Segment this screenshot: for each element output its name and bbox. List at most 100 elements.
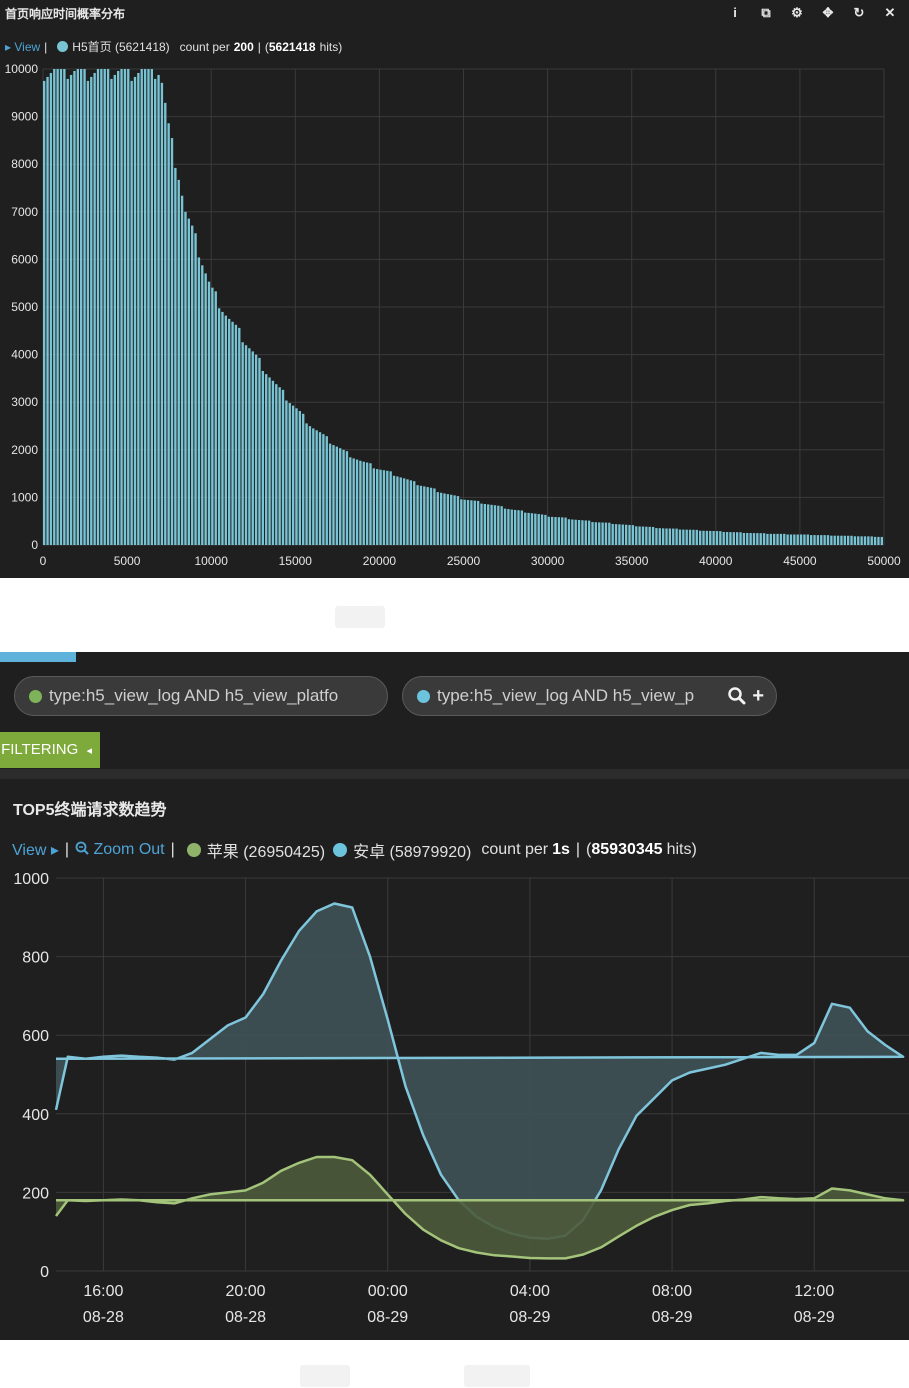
- view-menu-link[interactable]: ▸ View: [5, 39, 41, 54]
- histogram-bar: [756, 533, 759, 545]
- histogram-bar: [127, 69, 130, 545]
- histogram-bar: [244, 345, 248, 545]
- histogram-bar: [567, 519, 571, 545]
- histogram-bar: [793, 534, 796, 545]
- view-menu-link[interactable]: View ▸: [12, 842, 59, 859]
- histogram-bar: [396, 476, 399, 545]
- histogram-bar: [217, 308, 221, 545]
- histogram-chart[interactable]: 0100020003000400050006000700080009000100…: [0, 0, 909, 578]
- x-tick-date-label: 08-29: [367, 1309, 408, 1326]
- add-query-icon[interactable]: +: [752, 685, 764, 707]
- move-icon[interactable]: ✥: [822, 5, 834, 20]
- histogram-bar: [254, 354, 258, 545]
- histogram-bar: [251, 351, 254, 545]
- histogram-bar: [63, 69, 66, 545]
- total-hits: 85930345: [591, 841, 663, 858]
- histogram-bar: [880, 536, 883, 545]
- histogram-bar: [863, 536, 867, 545]
- histogram-bar: [732, 532, 735, 545]
- histogram-bar: [719, 531, 722, 545]
- histogram-bar: [258, 357, 261, 545]
- histogram-bar: [211, 287, 214, 545]
- histogram-bar: [507, 509, 510, 545]
- total-suffix: hits): [319, 39, 343, 54]
- y-tick-label: 8000: [11, 157, 38, 171]
- histogram-bar: [746, 532, 749, 545]
- histogram-bar: [668, 528, 672, 545]
- histogram-bar: [473, 500, 476, 545]
- histogram-bar: [873, 536, 877, 545]
- interval-value: 1s: [552, 841, 570, 858]
- histogram-bar: [611, 523, 614, 545]
- histogram-bar: [265, 374, 268, 545]
- histogram-bar: [776, 533, 779, 545]
- histogram-bar: [641, 526, 645, 545]
- histogram-bar: [170, 138, 174, 545]
- histogram-bar: [725, 532, 729, 545]
- y-tick-label: 600: [22, 1028, 49, 1045]
- histogram-bar: [470, 500, 473, 545]
- histogram-bar: [587, 520, 591, 545]
- histogram-bar: [436, 492, 439, 545]
- histogram-bar: [154, 78, 157, 546]
- info-icon[interactable]: i: [733, 5, 737, 20]
- histogram-bar: [517, 510, 520, 545]
- histogram-bar: [43, 80, 46, 546]
- histogram-bar: [197, 257, 201, 545]
- histogram-bar: [614, 524, 618, 545]
- histogram-bar: [799, 534, 803, 545]
- x-tick-label: 04:00: [510, 1283, 550, 1300]
- histogram-bar: [816, 535, 820, 545]
- histogram-bar: [86, 80, 90, 546]
- histogram-bar: [191, 225, 194, 545]
- x-tick-date-label: 08-28: [225, 1309, 266, 1326]
- histogram-bar: [550, 516, 554, 545]
- histogram-bar: [231, 321, 234, 545]
- query-pill-android[interactable]: type:h5_view_log AND h5_view_p +: [402, 676, 777, 716]
- histogram-bar: [187, 218, 191, 545]
- trend-chart[interactable]: 0 200 400 600 800 1000 16:00 08-28 20:00 08-28 00:…: [0, 652, 909, 1340]
- duplicate-icon[interactable]: ⧉: [761, 5, 771, 20]
- histogram-bar: [628, 524, 631, 545]
- apple-series-area: [56, 1157, 904, 1271]
- histogram-bar: [846, 535, 850, 545]
- histogram-bar: [285, 400, 288, 545]
- gear-icon[interactable]: ⚙: [791, 5, 803, 20]
- search-icon[interactable]: [728, 677, 746, 715]
- histogram-bar: [167, 123, 170, 545]
- histogram-bar: [59, 69, 63, 545]
- histogram-bar: [56, 69, 59, 545]
- query-color-dot-icon[interactable]: [29, 690, 42, 703]
- android-series-dot-icon[interactable]: [333, 843, 348, 857]
- histogram-bar: [806, 534, 809, 545]
- histogram-bar: [76, 69, 79, 545]
- histogram-bar: [335, 446, 339, 545]
- query-color-dot-icon[interactable]: [417, 690, 430, 703]
- histogram-bar: [722, 531, 725, 545]
- query-pill-apple[interactable]: type:h5_view_log AND h5_view_platfo: [14, 676, 388, 716]
- histogram-bar: [184, 211, 187, 546]
- close-icon[interactable]: ✕: [884, 5, 896, 20]
- histogram-bar: [342, 449, 345, 545]
- histogram-bar: [487, 504, 490, 545]
- series-label: H5首页 (5621418): [72, 40, 170, 54]
- histogram-bar: [120, 69, 123, 545]
- refresh-icon[interactable]: ↻: [853, 5, 865, 20]
- histogram-bar: [544, 514, 547, 545]
- histogram-bar: [527, 512, 530, 545]
- histogram-bar: [315, 430, 318, 545]
- histogram-bar: [709, 530, 712, 545]
- y-tick-label: 10000: [5, 62, 39, 76]
- histogram-bar: [705, 530, 709, 545]
- placeholder-block: [335, 606, 385, 628]
- apple-series-dot-icon[interactable]: [186, 843, 201, 857]
- x-tick-label: 10000: [195, 554, 229, 568]
- histogram-bar: [577, 520, 581, 545]
- histogram-bar: [843, 535, 846, 545]
- filtering-toggle-button[interactable]: FILTERING ◂: [0, 732, 100, 768]
- histogram-bar: [581, 520, 584, 545]
- x-tick-label: 16:00: [83, 1283, 123, 1300]
- x-tick-date-label: 08-28: [83, 1309, 124, 1326]
- placeholder-block: [464, 1365, 530, 1387]
- zoom-out-link[interactable]: Zoom Out: [75, 841, 165, 859]
